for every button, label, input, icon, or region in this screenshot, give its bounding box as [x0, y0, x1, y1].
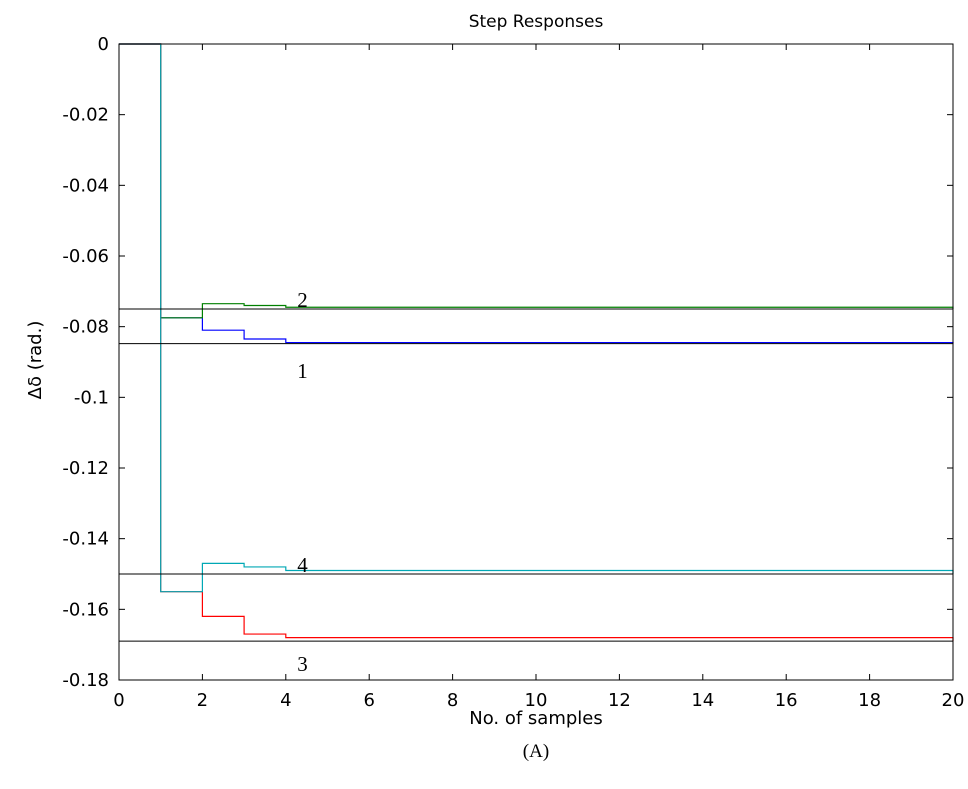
x-tick-label: 14: [691, 690, 714, 711]
y-tick-label: -0.14: [62, 529, 109, 550]
y-tick-label: -0.02: [62, 105, 109, 126]
series-line-2: [119, 43, 954, 319]
curve-label-2: 2: [297, 288, 308, 312]
annotations-layer: 1 2 3 4: [297, 288, 308, 676]
curve-label-3: 3: [297, 652, 308, 676]
y-axis-label: Δδ (rad.): [25, 321, 46, 400]
y-tick-label: -0.18: [62, 670, 109, 691]
y-tick-label: -0.16: [62, 599, 109, 620]
series-line-1: [119, 43, 954, 344]
figure-caption: (A): [523, 741, 549, 762]
curve-label-4: 4: [297, 553, 308, 577]
y-tick-label: -0.12: [62, 458, 109, 479]
x-tick-label: 6: [363, 690, 374, 711]
y-tick-label: 0: [98, 34, 109, 55]
y-tick-label: -0.1: [74, 387, 109, 408]
series-line-4: [119, 43, 954, 593]
x-tick-label: 4: [280, 690, 291, 711]
x-tick-label: 0: [113, 690, 124, 711]
series-layer: [119, 43, 954, 642]
x-tick-label: 20: [942, 690, 965, 711]
y-tick-label: -0.04: [62, 175, 109, 196]
y-tick-label: -0.06: [62, 246, 109, 267]
plot-frame: [118, 43, 954, 681]
x-tick-label: 12: [608, 690, 631, 711]
ticks-layer: 0 2 4 6 8 10 12 14 16 18 200-0.02-0.04-0.06-0.08-0…: [62, 34, 964, 711]
x-axis-label: No. of samples: [469, 708, 603, 729]
x-tick-label: 8: [447, 690, 458, 711]
x-tick-label: 18: [858, 690, 881, 711]
reference-lines-layer: [119, 308, 953, 642]
y-tick-label: -0.08: [62, 317, 109, 338]
x-tick-label: 2: [197, 690, 208, 711]
curve-label-1: 1: [297, 359, 308, 383]
x-tick-label: 16: [775, 690, 798, 711]
chart-title: Step Responses: [469, 12, 604, 32]
x-tick-label: 10: [525, 690, 548, 711]
